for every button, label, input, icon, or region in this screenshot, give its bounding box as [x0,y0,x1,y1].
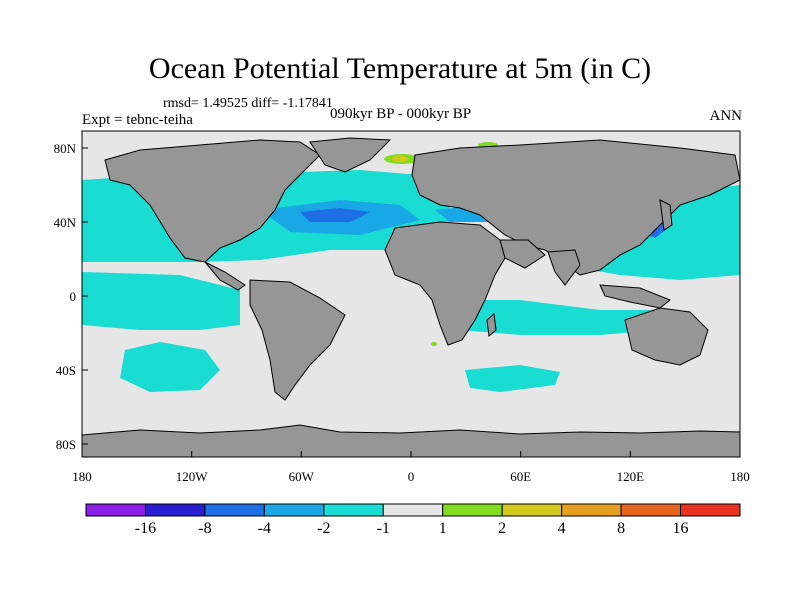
colorbar [85,503,741,517]
y-tick-label: 80S [56,437,76,452]
x-tick-label: 60W [289,469,315,484]
season-label: ANN [709,108,743,124]
central-america-land [204,261,246,291]
land-masses [81,137,741,458]
y-tick-label: 80N [54,141,77,156]
colorbar-label: 1 [438,520,447,537]
colorbar-label: 16 [672,520,689,537]
x-tick-label: 180 [730,469,750,484]
eurasia-land [411,139,741,276]
colorbar-swatch [680,503,741,517]
nordic-sea-warm-core [392,156,408,162]
x-tick-label: 60E [510,469,531,484]
colorbar-label: -1 [376,520,390,537]
x-tick-label: 0 [408,469,415,484]
africa-land [384,221,506,346]
arabia-land [499,239,546,269]
colorbar-swatch [204,503,265,517]
colorbar-swatch [144,503,206,517]
x-tick-label: 120W [176,469,209,484]
colorbar-label: 2 [498,520,507,537]
y-tick-label: 0 [70,289,77,304]
colorbar-label: -8 [198,520,212,537]
greenland-land [309,137,392,173]
colorbar-label: 4 [557,520,566,537]
map-panel [81,130,741,458]
south-pacific-cool-patch [120,342,220,392]
colorbar-swatch [382,503,444,517]
colorbar-swatch [442,503,503,517]
colorbar-swatch [620,503,682,517]
north-america-land [104,139,321,263]
x-tick-label: 120E [617,469,645,484]
india-land [547,249,581,286]
indian-ocean-cool-band [450,300,660,335]
y-tick-label: 40N [54,215,77,230]
australia-land [624,307,709,366]
y-axis [82,147,88,445]
colorbar-label: -16 [134,520,157,537]
colorbar-label: -4 [257,520,272,537]
madagascar-land [486,313,497,337]
colorbar-swatch [263,503,325,517]
colorbar-swatch [323,503,384,517]
chart-title: Ocean Potential Temperature at 5m (in C) [148,52,652,85]
x-tick-label: 180 [72,469,92,484]
stats-label: rmsd= 1.49525 diff= -1.17841 [163,96,333,111]
colorbar-swatch [501,503,563,517]
japan-land [659,199,673,231]
colorbar-label: 8 [617,520,626,537]
x-axis [81,451,741,457]
equatorial-cool-band [82,272,240,330]
colorbar-label: -2 [317,520,331,537]
colorbar-swatch [561,503,622,517]
period-label: 090kyr BP - 000kyr BP [330,106,472,122]
north-atlantic-strong-anomaly [300,208,370,222]
y-tick-label: 40S [56,363,76,378]
south-atlantic-cool-patch [465,365,560,392]
south-america-land [249,279,346,401]
south-africa-warm-dot [431,342,437,346]
experiment-label: Expt = tebnc-teiha [82,112,193,128]
colorbar-swatch [85,503,146,517]
